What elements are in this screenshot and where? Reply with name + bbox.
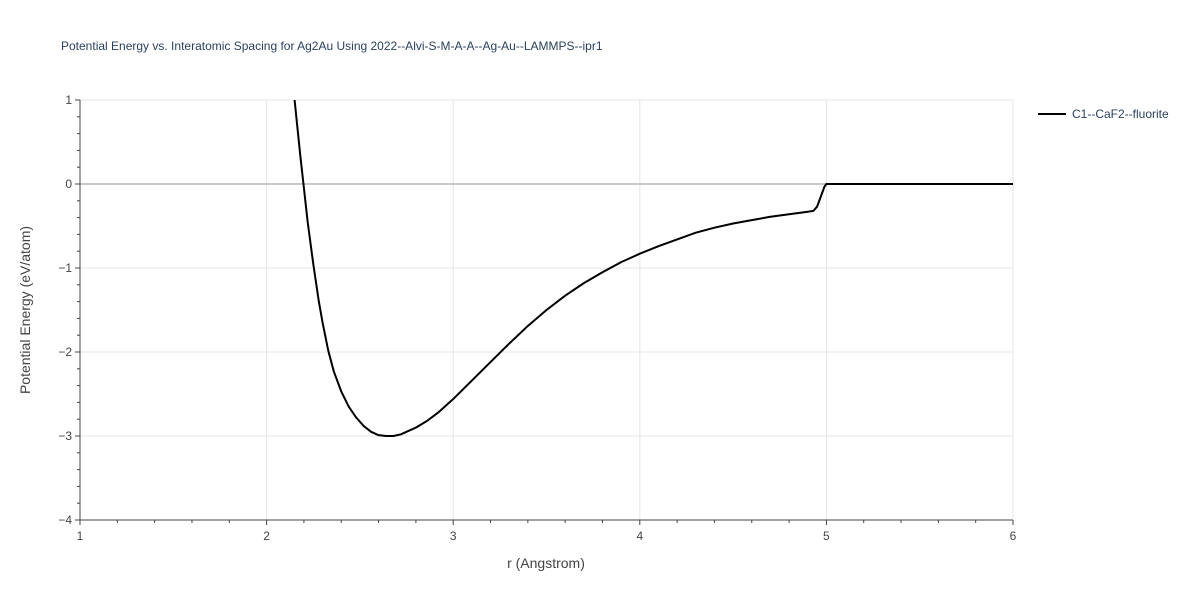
y-tick-label: 1 [65,93,72,107]
series-line-0[interactable] [293,100,1013,437]
x-axis-title: r (Angstrom) [507,555,585,571]
x-tick-label: 5 [823,529,830,543]
legend[interactable]: C1--CaF2--fluorite [1038,107,1169,121]
x-tick-label: 2 [263,529,270,543]
y-tick-label: −1 [58,261,72,275]
series-layer [293,100,1013,437]
x-tick-label: 3 [450,529,457,543]
axes: 1 2 3 4 5 6 −4 −3 −2 −1 0 1 [58,93,1016,543]
x-tick-label: 1 [77,529,84,543]
y-tick-label: −3 [58,429,72,443]
y-axis-title: Potential Energy (eV/atom) [17,226,33,394]
chart-title: Potential Energy vs. Interatomic Spacing… [61,39,603,53]
y-tick-label: −2 [58,345,72,359]
legend-label: C1--CaF2--fluorite [1072,107,1169,121]
y-tick-label: −4 [58,513,72,527]
y-tick-label: 0 [65,177,72,191]
x-tick-label: 6 [1010,529,1017,543]
x-tick-label: 4 [636,529,643,543]
legend-item[interactable]: C1--CaF2--fluorite [1038,107,1169,121]
